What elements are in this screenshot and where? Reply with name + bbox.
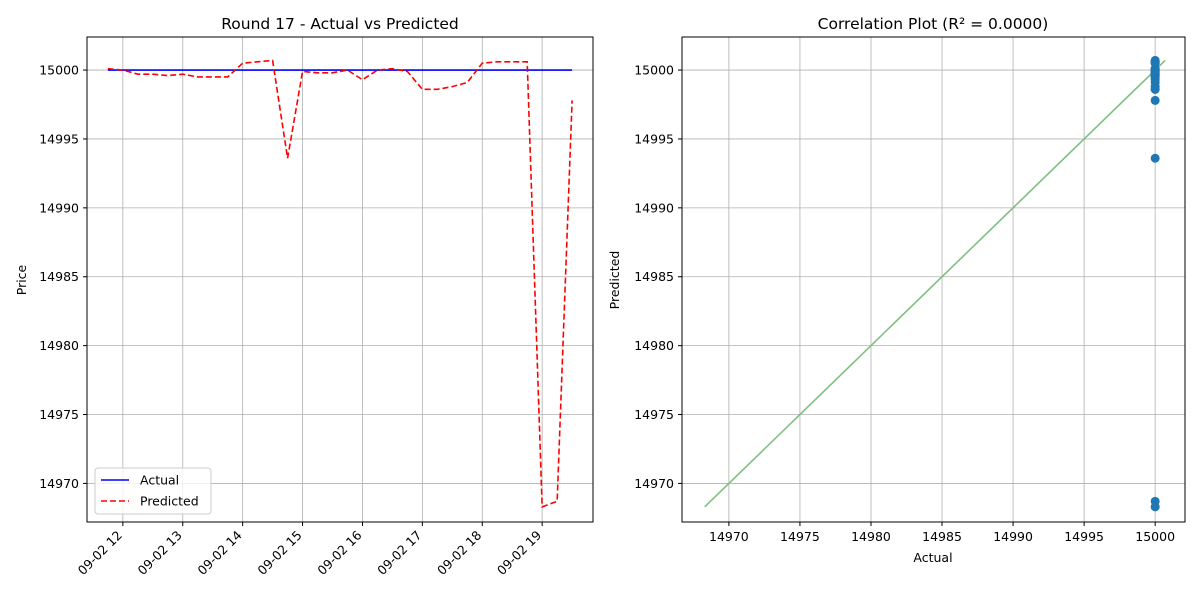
- right-x-axis-label: Actual: [913, 550, 952, 565]
- left-y-tick-label: 14985: [39, 269, 79, 284]
- left-x-tick-label: 09-02 13: [135, 528, 185, 578]
- right-y-ticks: 14970 14975 14980 14985 14990 14995 15000: [634, 63, 682, 491]
- left-y-tick-label: 14975: [39, 407, 79, 422]
- left-x-tick-label: 09-02 15: [254, 528, 304, 578]
- right-x-tick-label: 14995: [1064, 529, 1104, 544]
- left-gridlines: [87, 37, 593, 522]
- right-y-tick-label: 14980: [634, 338, 674, 353]
- right-y-tick-label: 14995: [634, 131, 674, 146]
- left-chart-title: Round 17 - Actual vs Predicted: [221, 15, 459, 33]
- left-x-tick-label: 09-02 19: [494, 527, 544, 577]
- left-plot-area: [107, 59, 573, 508]
- legend: Actual Predicted: [94, 467, 212, 515]
- reference-line: [704, 59, 1166, 508]
- scatter-point: [1150, 57, 1160, 67]
- left-y-tick-label: 15000: [39, 63, 79, 78]
- left-y-tick-label: 14970: [39, 476, 79, 491]
- time-series-panel: Round 17 - Actual vs Predicted 09-02 12 0…: [14, 15, 594, 578]
- left-y-tick-label: 14995: [39, 131, 79, 146]
- right-x-tick-label: 14980: [851, 529, 891, 544]
- left-x-tick-label: 09-02 14: [194, 527, 244, 577]
- left-x-ticks: 09-02 12 09-02 13 09-02 14 09-02 15 09-02 16…: [75, 522, 544, 578]
- right-x-ticks: 14970 14975 14980 14985 14990 14995 15000: [709, 522, 1175, 544]
- right-x-tick-label: 14990: [993, 529, 1033, 544]
- left-y-tick-label: 14980: [39, 338, 79, 353]
- scatter-point: [1150, 496, 1160, 506]
- legend-predicted-label: Predicted: [140, 494, 199, 509]
- right-y-axis-label: Predicted: [607, 251, 622, 310]
- left-y-tick-label: 14990: [39, 200, 79, 215]
- right-x-tick-label: 15000: [1135, 529, 1175, 544]
- scatter-point: [1150, 66, 1160, 76]
- right-x-tick-label: 14975: [780, 529, 820, 544]
- series-line-predicted: [107, 59, 573, 508]
- left-y-ticks: 14970 14975 14980 14985 14990 14995 15000: [39, 63, 87, 491]
- right-x-tick-label: 14985: [922, 529, 962, 544]
- left-x-tick-label: 09-02 12: [75, 528, 125, 578]
- right-y-tick-label: 14970: [634, 476, 674, 491]
- scatter-point: [1150, 95, 1160, 105]
- right-chart-title: Correlation Plot (R² = 0.0000): [818, 15, 1049, 33]
- left-axes-frame: [86, 36, 594, 523]
- scatter-point: [1150, 153, 1160, 163]
- left-x-tick-label: 09-02 17: [374, 528, 424, 578]
- left-x-tick-label: 09-02 18: [434, 527, 484, 577]
- right-gridlines: [682, 37, 1185, 522]
- right-y-tick-label: 14975: [634, 407, 674, 422]
- right-y-tick-label: 14985: [634, 269, 674, 284]
- left-y-axis-label: Price: [14, 264, 29, 295]
- right-plot-area: [704, 55, 1166, 512]
- right-y-tick-label: 14990: [634, 200, 674, 215]
- right-x-tick-label: 14970: [709, 529, 749, 544]
- legend-actual-label: Actual: [140, 473, 179, 488]
- right-axes-frame: [681, 36, 1186, 523]
- correlation-panel: Correlation Plot (R² = 0.0000) 14970 1497…: [607, 15, 1186, 565]
- right-y-tick-label: 15000: [634, 63, 674, 78]
- left-x-tick-label: 09-02 16: [314, 527, 364, 577]
- scatter-point: [1150, 77, 1160, 87]
